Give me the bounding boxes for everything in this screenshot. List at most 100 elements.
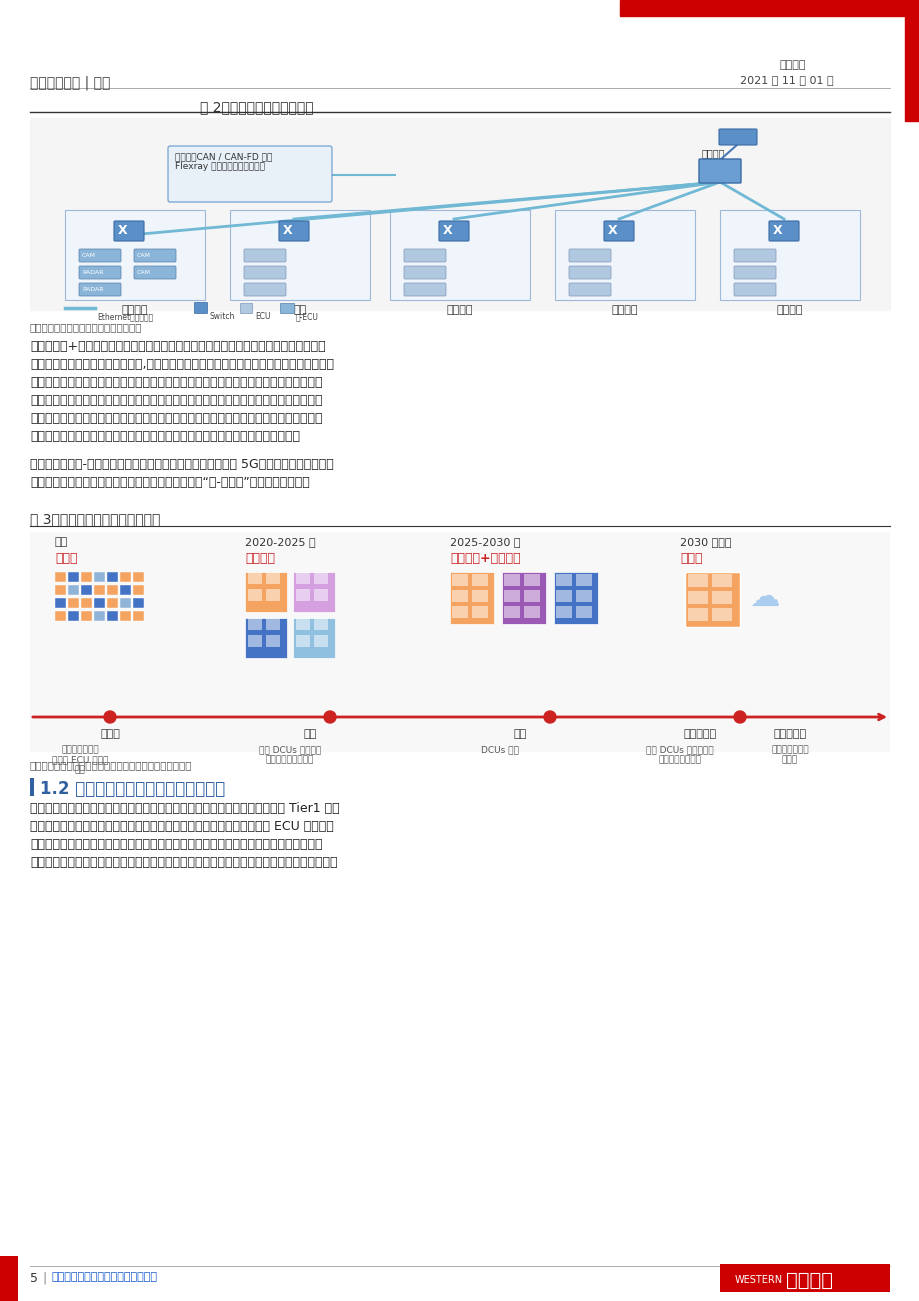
Bar: [296, 589, 310, 601]
Text: 2030 年以后: 2030 年以后: [679, 537, 731, 546]
Circle shape: [323, 712, 335, 723]
FancyBboxPatch shape: [79, 284, 121, 297]
FancyBboxPatch shape: [79, 265, 121, 278]
Text: 中央网关: 中央网关: [701, 148, 725, 157]
FancyBboxPatch shape: [403, 284, 446, 297]
Text: 集中: 集中: [303, 729, 316, 739]
Bar: [107, 572, 118, 582]
Text: 车辆运动: 车辆运动: [447, 304, 472, 315]
Bar: [68, 598, 79, 608]
Bar: [296, 635, 310, 647]
Bar: [575, 574, 591, 585]
Bar: [81, 598, 92, 608]
Bar: [119, 611, 130, 621]
Circle shape: [543, 712, 555, 723]
Text: 个域，充分发挥新技术优势，同时满足传统汽车技术规范和基本安全要求。目前具有较强: 个域，充分发挥新技术优势，同时满足传统汽车技术规范和基本安全要求。目前具有较强: [30, 838, 323, 851]
Bar: [449, 572, 494, 624]
Text: 信号传输效率，强大的中央控制器将发挥更大的作用，车中只有一个中央计算平台，区域: 信号传输效率，强大的中央控制器将发挥更大的作用，车中只有一个中央计算平台，区域: [30, 412, 323, 425]
FancyBboxPatch shape: [244, 248, 286, 262]
Text: 的普适性。目前行业普遍认可博世的经典五域划分：动力域（安全）、底盘域（车辆运动）、: 的普适性。目前行业普遍认可博世的经典五域划分：动力域（安全）、底盘域（车辆运动）…: [30, 856, 337, 869]
Circle shape: [104, 712, 116, 723]
Bar: [390, 209, 529, 301]
Bar: [30, 118, 889, 310]
FancyBboxPatch shape: [403, 248, 446, 262]
FancyBboxPatch shape: [114, 221, 144, 241]
Text: 汽车云计算: 汽车云计算: [773, 729, 806, 739]
Bar: [230, 209, 369, 301]
Text: 融合: 融合: [513, 729, 526, 739]
Bar: [68, 611, 79, 621]
Bar: [313, 589, 328, 601]
Bar: [30, 778, 34, 796]
Bar: [119, 585, 130, 595]
FancyBboxPatch shape: [134, 248, 176, 262]
Circle shape: [733, 712, 745, 723]
Text: X: X: [703, 167, 716, 183]
Text: 之前: 之前: [55, 537, 68, 546]
Text: DLC: DLC: [722, 131, 741, 141]
Bar: [504, 589, 519, 602]
Text: 比如动力域和底盘域的合并、车身域与智能座舱域的合并、座舱域和自动驾驶域再集成至: 比如动力域和底盘域的合并、车身域与智能座舱域的合并、座舱域和自动驾驶域再集成至: [30, 376, 323, 389]
Text: 本，跨域融合集中化方案应运而生,即将两个或者多个集成型域控制器合并为一个域控制器。: 本，跨域融合集中化方案应运而生,即将两个或者多个集成型域控制器合并为一个域控制器…: [30, 358, 334, 371]
Bar: [292, 572, 335, 611]
Bar: [94, 611, 105, 621]
Bar: [68, 572, 79, 582]
Bar: [279, 303, 294, 314]
Bar: [451, 606, 468, 618]
Text: 中央集成+区控制器: 中央集成+区控制器: [449, 552, 520, 565]
Bar: [266, 635, 279, 647]
Bar: [30, 532, 889, 752]
Text: 资料来源：博世官网，西部证券研究中心: 资料来源：博世官网，西部证券研究中心: [30, 323, 142, 332]
Bar: [451, 589, 468, 602]
Text: 嵌入式功能转移
到云端: 嵌入式功能转移 到云端: [770, 745, 808, 765]
FancyBboxPatch shape: [244, 284, 286, 297]
FancyBboxPatch shape: [604, 221, 633, 241]
Text: 请务必仔细阅读报告尾部的重要声明: 请务必仔细阅读报告尾部的重要声明: [52, 1272, 158, 1281]
Bar: [55, 572, 66, 582]
Bar: [81, 611, 92, 621]
Text: 安全: 安全: [293, 304, 306, 315]
Bar: [313, 618, 328, 630]
Bar: [248, 635, 262, 647]
Text: 面向 DCUs 的集中化
基础控制单元标准化: 面向 DCUs 的集中化 基础控制单元标准化: [258, 745, 321, 765]
Bar: [55, 598, 66, 608]
Text: 模块化: 模块化: [100, 729, 119, 739]
Bar: [292, 618, 335, 658]
FancyBboxPatch shape: [168, 146, 332, 202]
Bar: [81, 585, 92, 595]
Bar: [296, 618, 310, 630]
FancyBboxPatch shape: [733, 248, 775, 262]
Bar: [524, 574, 539, 585]
Text: RADAR: RADAR: [82, 271, 103, 275]
Text: 目前大多数整车厂处于分布式向域集中式架构发展的路上。虽然不同整车厂或 Tier1 有自: 目前大多数整车厂处于分布式向域集中式架构发展的路上。虽然不同整车厂或 Tier1…: [30, 801, 339, 814]
FancyBboxPatch shape: [568, 248, 610, 262]
Bar: [94, 585, 105, 595]
Text: ECU: ECU: [255, 312, 270, 321]
Bar: [248, 589, 262, 601]
Bar: [524, 606, 539, 618]
Text: 控制器受中央计算平台统一管理，汽车将成为一部移动的超级计算机兼数据中心。: 控制器受中央计算平台统一管理，汽车将成为一部移动的超级计算机兼数据中心。: [30, 431, 300, 444]
Text: 域-ECU: 域-ECU: [296, 312, 319, 321]
Text: X: X: [443, 225, 452, 238]
Bar: [711, 608, 732, 621]
Bar: [720, 209, 859, 301]
Text: X: X: [118, 225, 128, 238]
FancyBboxPatch shape: [278, 221, 309, 241]
Text: X: X: [607, 225, 617, 238]
Bar: [904, 0, 919, 121]
Bar: [133, 585, 144, 595]
Bar: [471, 589, 487, 602]
Bar: [524, 589, 539, 602]
Text: 所有 DCUs 的功能融合
到一台车载计算机: 所有 DCUs 的功能融合 到一台车载计算机: [645, 745, 713, 765]
FancyBboxPatch shape: [719, 129, 756, 144]
Bar: [504, 574, 519, 585]
Bar: [687, 574, 708, 587]
FancyBboxPatch shape: [568, 265, 610, 278]
Bar: [0, 1255, 18, 1301]
Text: 图 3：汽车电子电气架构演变路径: 图 3：汽车电子电气架构演变路径: [30, 513, 160, 526]
Text: WESTERN: WESTERN: [734, 1275, 782, 1285]
Bar: [81, 572, 92, 582]
Bar: [720, 1265, 889, 1292]
Bar: [55, 585, 66, 595]
Text: 中央式: 中央式: [679, 552, 702, 565]
